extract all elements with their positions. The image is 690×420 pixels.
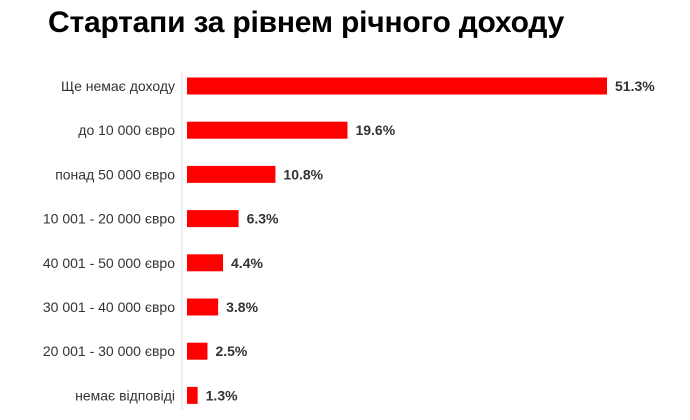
category-label: понад 50 000 євро bbox=[55, 166, 175, 182]
bar bbox=[187, 121, 348, 139]
bar bbox=[187, 254, 224, 272]
bar bbox=[187, 165, 276, 183]
bar bbox=[187, 298, 219, 316]
category-label: Ще немає доходу bbox=[61, 78, 175, 94]
category-label: немає відповіді bbox=[75, 387, 175, 403]
category-label: 10 001 - 20 000 євро bbox=[43, 211, 175, 227]
chart-title: Стартапи за рівнем річного доходу bbox=[48, 6, 565, 39]
bar bbox=[187, 210, 239, 228]
value-label: 3.8% bbox=[226, 299, 258, 315]
value-label: 51.3% bbox=[615, 78, 655, 94]
bar bbox=[187, 342, 208, 360]
value-label: 4.4% bbox=[231, 255, 263, 271]
bars-layer: Ще немає доходу 51.3% до 10 000 євро 19.6% п… bbox=[43, 77, 655, 404]
value-label: 1.3% bbox=[206, 387, 238, 403]
bar bbox=[187, 77, 607, 95]
value-label: 19.6% bbox=[355, 122, 395, 138]
value-label: 2.5% bbox=[215, 343, 247, 359]
value-label: 10.8% bbox=[283, 166, 323, 182]
category-label: 40 001 - 50 000 євро bbox=[43, 255, 175, 271]
category-label: 20 001 - 30 000 євро bbox=[43, 343, 175, 359]
value-label: 6.3% bbox=[247, 211, 279, 227]
category-label: до 10 000 євро bbox=[78, 122, 175, 138]
bar bbox=[187, 386, 198, 404]
category-label: 30 001 - 40 000 євро bbox=[43, 299, 175, 315]
